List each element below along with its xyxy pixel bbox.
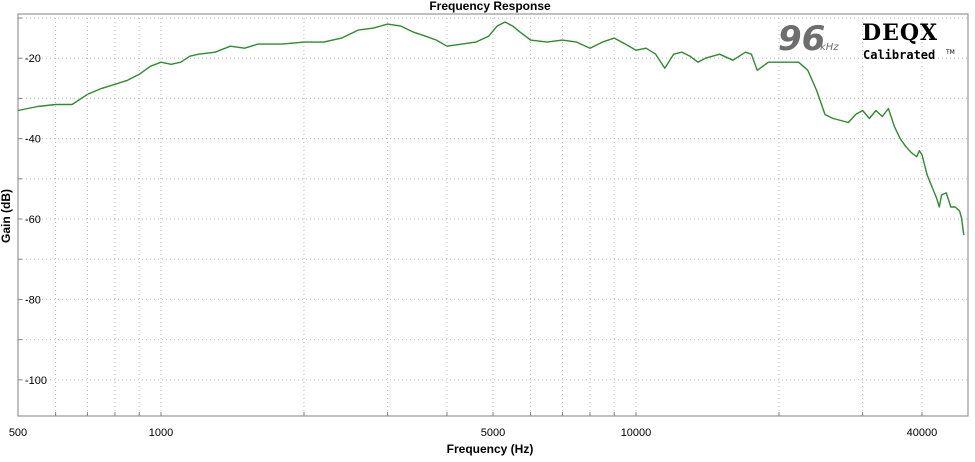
x-axis-label: Frequency (Hz) [447,442,534,456]
x-axis-ticks: 500 1000 5000 10000 40000 [9,427,937,439]
y-axis-label: Gain (dB) [0,189,13,243]
x-tick-label: 40000 [907,427,938,439]
logo-unit: kHz [820,42,839,53]
y-tick-label: -60 [25,214,41,226]
y-axis-ticks: -20 -40 -60 -80 -100 [25,53,47,387]
series-group [17,21,965,236]
grid [18,14,968,416]
x-tick-label: 5000 [481,427,505,439]
y-tick-label: -100 [25,375,47,387]
logo-trademark: TM [945,49,955,56]
deqx-logo: 96 kHz DEQX Calibrated TM [778,19,955,62]
x-tick-label: 1000 [149,427,173,439]
x-tick-label: 10000 [621,427,652,439]
logo-brand: DEQX [862,20,938,46]
logo-number: 96 [778,19,825,59]
y-tick-label: -20 [25,53,41,65]
x-tick-label: 500 [9,427,27,439]
y-tick-label: -40 [25,134,41,146]
y-tick-label: -80 [25,294,41,306]
logo-subtitle: Calibrated [863,48,935,62]
chart-title: Frequency Response [429,0,551,13]
series-line [17,21,965,236]
